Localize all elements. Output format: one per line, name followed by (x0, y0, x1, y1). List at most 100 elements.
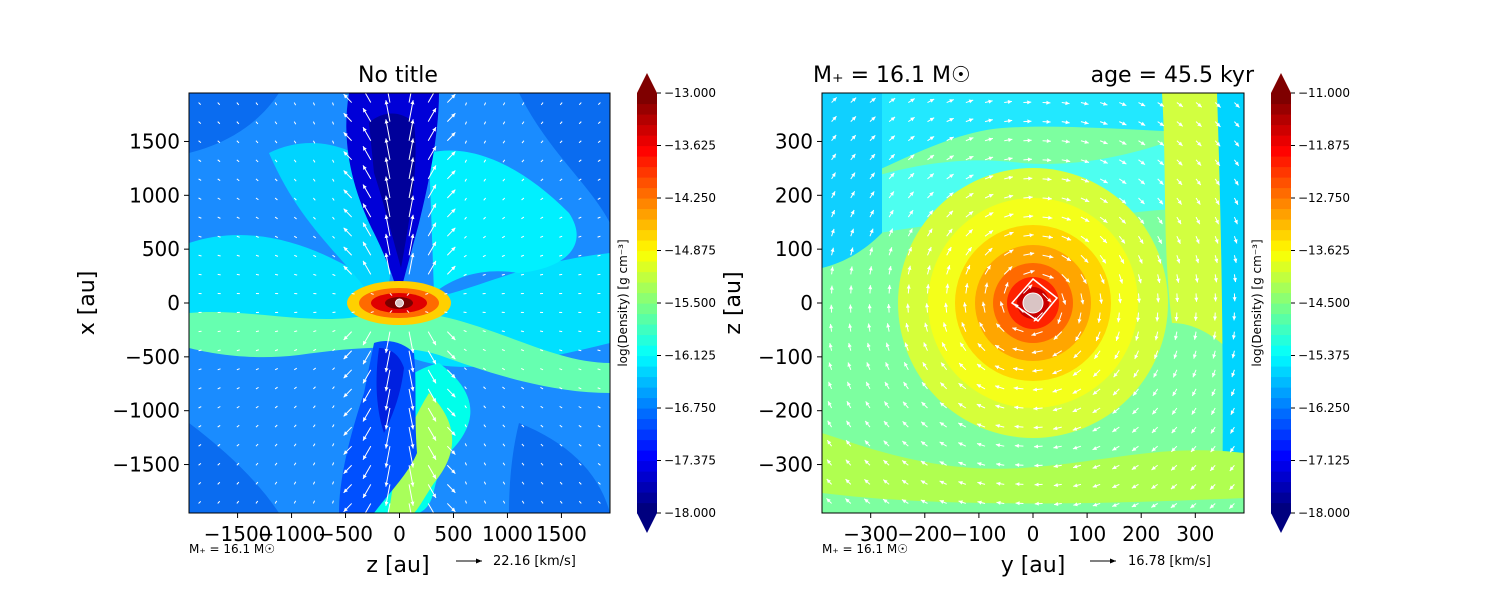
velocity-arrow (332, 329, 336, 333)
colorbar-tick-label: −16.125 (664, 349, 716, 363)
colorbar-tick-label: −11.000 (1298, 86, 1350, 100)
velocity-arrow (274, 349, 279, 352)
velocity-arrow (597, 387, 601, 390)
velocity-arrowhead (410, 463, 415, 468)
velocity-arrowhead (1065, 101, 1070, 106)
velocity-arrowhead (384, 157, 389, 162)
velocity-arrow (559, 387, 563, 390)
velocity-arrowhead (958, 383, 963, 388)
velocity-arrowhead (851, 172, 856, 178)
velocity-arrowhead (904, 362, 908, 367)
velocity-arrowhead (1092, 408, 1098, 413)
velocity-arrow (236, 254, 240, 257)
velocity-arrowhead (1027, 157, 1032, 162)
velocity-arrowhead (1014, 424, 1019, 429)
velocity-arrow (312, 405, 316, 409)
velocity-arrowhead (343, 113, 348, 118)
velocity-arrowhead (864, 440, 870, 445)
velocity-arrowhead (1140, 121, 1146, 126)
velocity-arrowhead (1213, 297, 1218, 302)
velocity-arrow (559, 197, 563, 201)
velocity-arrowhead (343, 189, 348, 194)
y-tick-label: −100 (758, 345, 813, 369)
colorbar-tick-label: −13.000 (664, 86, 716, 100)
velocity-arrow (464, 424, 467, 428)
velocity-arrowhead (1234, 219, 1238, 225)
velocity-arrowhead (1190, 447, 1196, 452)
quiver-key-left: 22.16 [km/s] (456, 554, 576, 569)
velocity-arrow (559, 481, 563, 485)
velocity-arrowhead (1072, 408, 1078, 412)
velocity-arrowhead (942, 342, 946, 347)
velocity-arrowhead (909, 210, 914, 215)
velocity-arrow (387, 503, 391, 513)
velocity-arrow (236, 140, 240, 144)
velocity-arrow (559, 330, 563, 333)
velocity-arrowhead (1007, 266, 1013, 271)
velocity-arrowhead (883, 460, 888, 465)
velocity-arrowhead (995, 385, 1000, 389)
y-tick-label: −1000 (112, 399, 180, 423)
velocity-arrowhead (1213, 316, 1218, 321)
colorbar-tick-label: −17.125 (1298, 454, 1350, 468)
velocity-arrow (502, 159, 506, 163)
colorbar-band (1271, 250, 1291, 262)
velocity-arrow (236, 405, 240, 409)
velocity-arrowhead (1159, 122, 1164, 126)
velocity-arrowhead (451, 94, 456, 99)
x-tick-label: −1500 (204, 522, 272, 546)
velocity-arrowhead (363, 455, 367, 460)
void-nw (189, 93, 279, 153)
velocity-arrow (198, 462, 202, 466)
velocity-arrow (364, 93, 372, 103)
velocity-arrow (540, 386, 544, 390)
colorbar-band (1271, 271, 1291, 283)
velocity-arrowhead (363, 397, 367, 403)
velocity-arrowhead (1053, 445, 1058, 450)
density-map-right (822, 93, 1244, 513)
velocity-arrow (255, 197, 259, 201)
velocity-arrowhead (868, 266, 873, 271)
velocity-arrowhead (890, 154, 895, 159)
velocity-arrowhead (871, 116, 876, 121)
velocity-arrowhead (944, 302, 949, 307)
velocity-arrowhead (1014, 443, 1019, 448)
velocity-arrow (293, 178, 297, 182)
velocity-arrowhead (966, 264, 971, 270)
colorbar-band (1271, 324, 1291, 336)
velocity-arrowhead (929, 191, 934, 197)
velocity-arrow (217, 254, 221, 257)
velocity-arrowhead (343, 94, 348, 99)
velocity-arrowhead (1234, 200, 1238, 205)
velocity-arrowhead (1028, 214, 1034, 219)
colorbar-band (637, 387, 657, 399)
velocity-arrowhead (883, 479, 888, 484)
velocity-arrow (236, 443, 240, 447)
velocity-arrow (501, 254, 505, 257)
void-sw (189, 423, 279, 513)
velocity-arrow (236, 102, 240, 106)
velocity-arrow (274, 121, 278, 125)
velocity-arrowhead (1112, 446, 1117, 451)
velocity-arrowhead (1027, 138, 1032, 143)
colorbar-band (1271, 345, 1291, 357)
velocity-arrowhead (871, 97, 876, 102)
velocity-arrowhead (343, 488, 348, 493)
velocity-arrow (236, 216, 240, 219)
velocity-arrow (540, 349, 544, 352)
velocity-arrow (578, 462, 582, 466)
velocity-arrowhead (946, 265, 951, 270)
velocity-arrowhead (1034, 463, 1039, 468)
velocity-arrow (406, 293, 410, 296)
colorbar-band (1271, 439, 1291, 451)
velocity-arrowhead (984, 282, 989, 287)
velocity-arrowhead (831, 172, 836, 177)
velocity-arrowhead (451, 246, 456, 252)
velocity-arrowhead (1231, 372, 1236, 378)
colorbar-band (1271, 187, 1291, 199)
velocity-arrow (463, 348, 467, 352)
velocity-arrow (463, 273, 467, 277)
velocity-arrowhead (432, 184, 436, 189)
velocity-arrowhead (1230, 410, 1235, 415)
velocity-arrow (198, 121, 202, 125)
